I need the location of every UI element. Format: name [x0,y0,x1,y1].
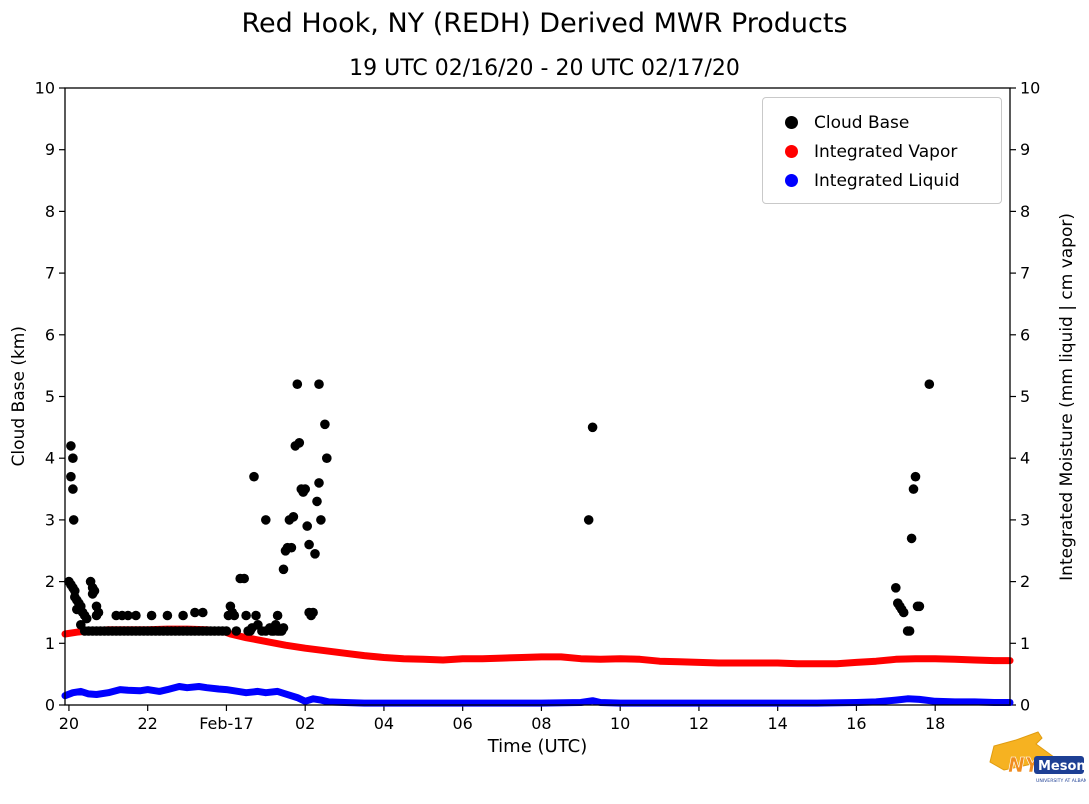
legend-label-integrated-liquid: Integrated Liquid [814,170,960,191]
y-tick-label-right: 0 [1020,696,1030,715]
x-tick-label: 14 [768,714,788,733]
series-integrated-liquid [61,683,1014,707]
y-tick-label-left: 2 [45,572,55,591]
y-tick-label-right: 2 [1020,572,1030,591]
x-tick-label: 08 [531,714,551,733]
y-tick-label-right: 4 [1020,449,1030,468]
legend-label-integrated-vapor: Integrated Vapor [814,141,958,162]
logo-mesonet-box [1034,756,1084,774]
plot-frame [64,87,1011,706]
y-tick-label-left: 0 [45,696,55,715]
y-axis-label-left-wrap: Cloud Base (km) [2,88,36,705]
y-tick-label-left: 9 [45,140,55,159]
chart-subtitle: 19 UTC 02/16/20 - 20 UTC 02/17/20 [349,56,740,81]
chart-title: Red Hook, NY (REDH) Derived MWR Products [241,8,848,39]
nys-mesonet-logo: NYS Mesonet UNIVERSITY AT ALBANY [986,728,1086,798]
legend-dot-1 [785,145,798,158]
legend-item-cloud-base: Cloud Base [763,108,1001,137]
x-tick-label: 06 [453,714,473,733]
y-tick-label-right: 6 [1020,325,1030,344]
y-tick-label-right: 8 [1020,202,1030,221]
logo-mesonet-text: Mesonet [1038,759,1086,774]
legend-item-integrated-vapor: Integrated Vapor [763,137,1001,166]
x-tick-label: 18 [925,714,945,733]
y-axis-label-right: Integrated Moisture (mm liquid | cm vapo… [1057,212,1077,581]
y-tick-label-left: 1 [45,634,55,653]
y-tick-label-left: 4 [45,449,55,468]
y-tick-label-right: 1 [1020,634,1030,653]
y-axis-label-right-wrap: Integrated Moisture (mm liquid | cm vapo… [1050,88,1084,705]
y-tick-label-left: 6 [45,325,55,344]
logo-tagline-text: UNIVERSITY AT ALBANY [1036,778,1086,784]
x-tick-label: Feb-17 [199,714,253,733]
y-tick-label-left: 10 [35,79,55,98]
y-tick-label-right: 9 [1020,140,1030,159]
y-tick-label-left: 3 [45,510,55,529]
legend-item-integrated-liquid: Integrated Liquid [763,166,1001,195]
x-tick-label: 22 [138,714,158,733]
x-axis-label: Time (UTC) [487,736,588,757]
nys-mesonet-logo-graphic: NYS Mesonet UNIVERSITY AT ALBANY [989,731,1086,784]
y-tick-label-left: 7 [45,264,55,283]
y-axis-label-left: Cloud Base (km) [9,326,29,467]
legend-dot-2 [785,174,798,187]
x-tick-label: 04 [374,714,394,733]
y-tick-label-right: 5 [1020,387,1030,406]
y-tick-label-left: 5 [45,387,55,406]
y-tick-label-right: 7 [1020,264,1030,283]
series-cloud-base [64,379,935,636]
x-tick-label: 20 [59,714,79,733]
x-tick-label: 12 [689,714,709,733]
y-tick-label-right: 10 [1020,79,1040,98]
x-tick-label: 02 [295,714,315,733]
legend-label-cloud-base: Cloud Base [814,112,910,133]
legend-dot-0 [785,116,798,129]
y-tick-label-right: 3 [1020,510,1030,529]
x-tick-label: 10 [610,714,630,733]
legend: Cloud Base Integrated Vapor Integrated L… [762,97,1002,204]
x-tick-label: 16 [846,714,866,733]
y-tick-label-left: 8 [45,202,55,221]
